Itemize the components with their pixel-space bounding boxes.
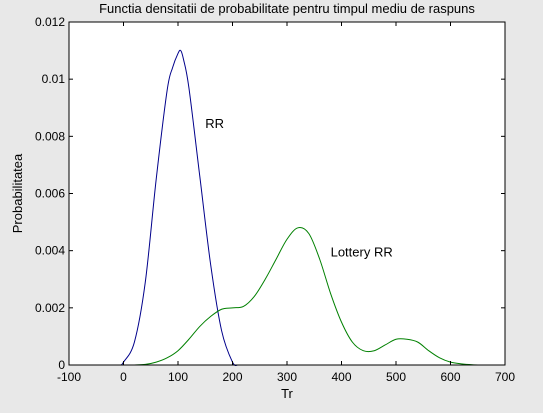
x-tick-label: -100 (57, 370, 81, 384)
x-axis-label: Tr (281, 386, 293, 401)
y-tick-label: 0.002 (35, 301, 65, 315)
x-tick-label: 400 (331, 370, 351, 384)
x-tick-label: 600 (440, 370, 460, 384)
y-tick-label: 0 (58, 358, 65, 372)
y-tick-label: 0.008 (35, 129, 65, 143)
y-axis-label: Probabilitatea (10, 153, 25, 233)
series-layer (120, 49, 484, 367)
y-tick-label: 0.012 (35, 15, 65, 29)
plot-area (69, 22, 505, 365)
series-line-rr (120, 49, 239, 367)
x-tick-label: 0 (120, 370, 127, 384)
series-annotation: Lottery RR (331, 244, 393, 259)
x-tick-label: 700 (495, 370, 515, 384)
y-tick-label: 0.01 (42, 72, 66, 86)
x-tick-label: 100 (168, 370, 188, 384)
x-tick-label: 200 (222, 370, 242, 384)
x-tick-label: 300 (277, 370, 297, 384)
y-tick-label: 0.004 (35, 244, 65, 258)
series-annotation: RR (205, 116, 224, 131)
y-tick-label: 0.006 (35, 187, 65, 201)
x-tick-label: 500 (386, 370, 406, 384)
annotations-layer: RR Lottery RR (205, 116, 392, 260)
series-line-lottery-rr (134, 227, 484, 366)
chart-title: Functia densitatii de probabilitate pent… (99, 1, 475, 16)
ticks-layer: -100 0 100 200 300 400 500 600 70000.0020.0040.0… (35, 15, 515, 384)
